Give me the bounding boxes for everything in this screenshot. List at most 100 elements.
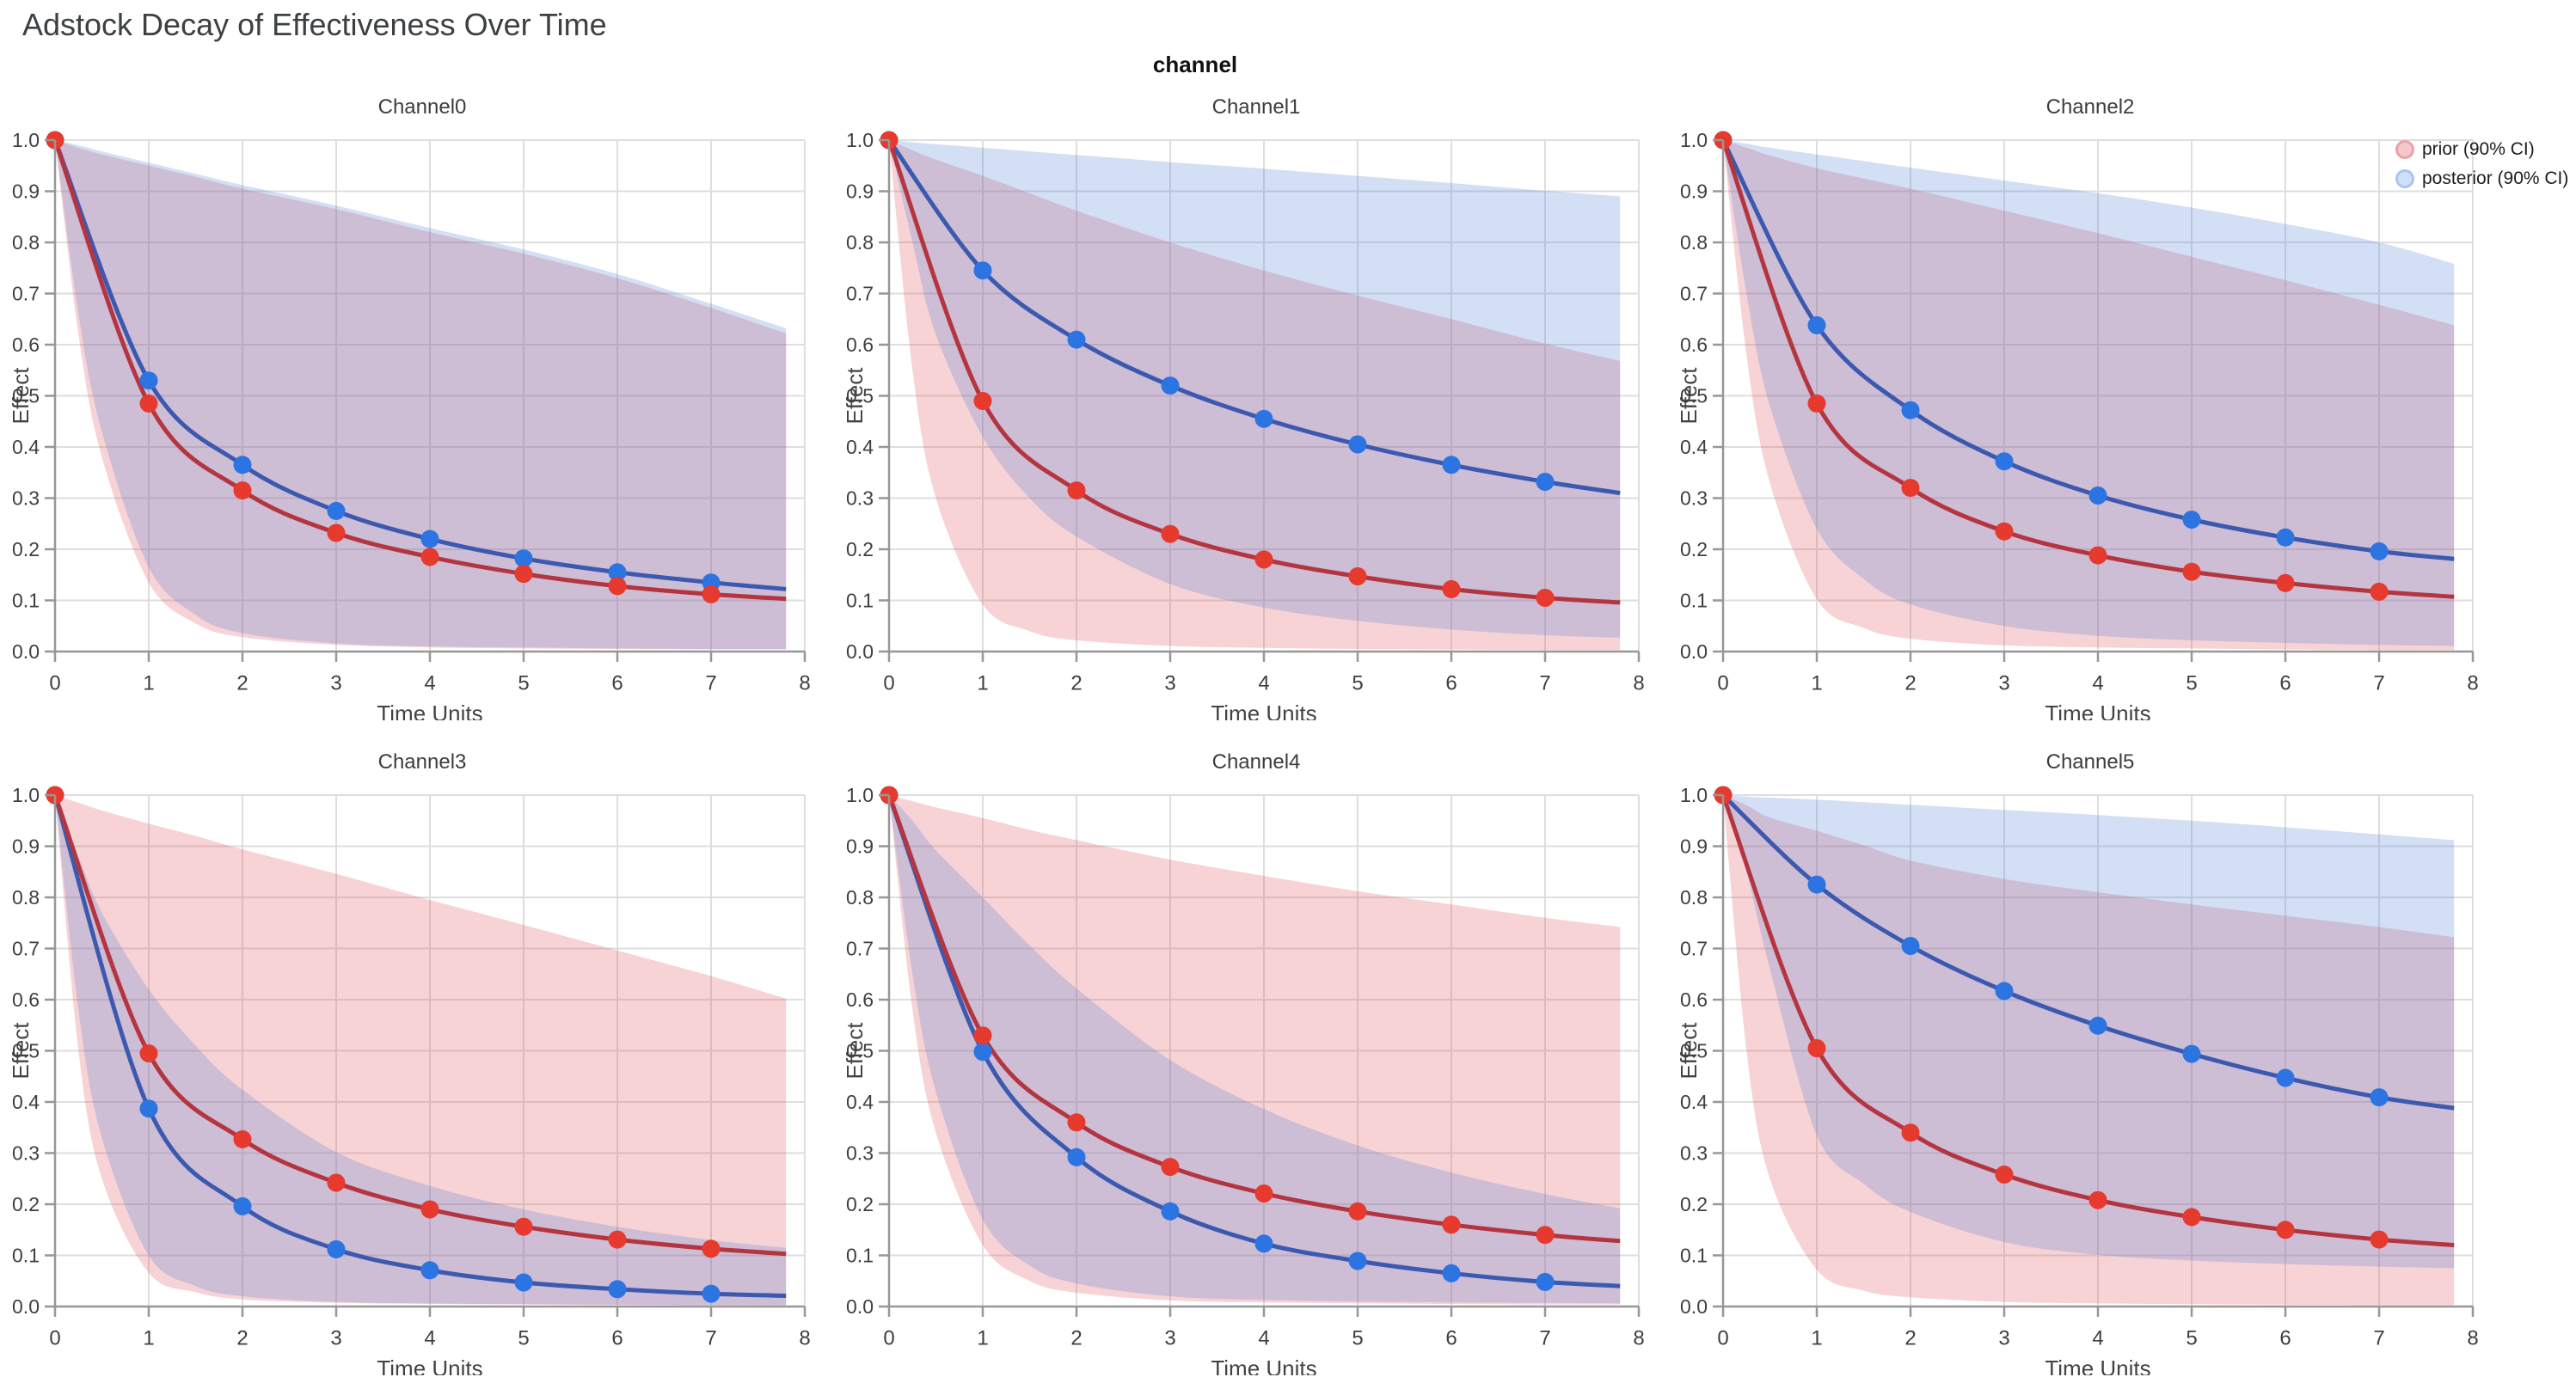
x-tick-label: 3 bbox=[1998, 1327, 2009, 1350]
y-tick-label: 0.4 bbox=[12, 436, 40, 458]
x-tick-label: 0 bbox=[883, 1327, 894, 1350]
y-tick-label: 0.9 bbox=[846, 835, 874, 858]
posterior-point bbox=[2370, 1088, 2389, 1107]
y-tick-label: 0.7 bbox=[846, 938, 874, 960]
prior-point bbox=[514, 565, 533, 584]
posterior-point bbox=[514, 549, 533, 568]
x-tick-label: 3 bbox=[330, 1327, 341, 1350]
posterior-point bbox=[1807, 875, 1826, 894]
posterior-point bbox=[1901, 401, 1920, 419]
y-tick-label: 0.0 bbox=[846, 1295, 874, 1318]
y-tick-label: 1.0 bbox=[12, 784, 40, 806]
posterior-point bbox=[1067, 330, 1086, 349]
posterior-ci-band bbox=[889, 140, 1621, 638]
prior-point bbox=[420, 1200, 439, 1219]
prior-ci-band bbox=[889, 140, 1621, 651]
axes: 0.0 0.1 0.2 0.3 0.4 0.5 0.6 0.7 0.8 0.9 1.0 0 1 2 3 4 5 6… bbox=[1676, 784, 2479, 1375]
y-tick-label: 0.4 bbox=[12, 1091, 40, 1113]
posterior-ci-band bbox=[55, 140, 787, 650]
x-tick-label: 4 bbox=[1258, 1327, 1269, 1350]
y-tick-label: 0.4 bbox=[846, 1091, 874, 1113]
y-tick-label: 0.0 bbox=[1680, 1295, 1708, 1318]
x-tick-label: 4 bbox=[2092, 1327, 2103, 1350]
y-tick-label: 0.1 bbox=[846, 590, 874, 612]
posterior-point bbox=[139, 1099, 158, 1118]
prior-point bbox=[1807, 1039, 1826, 1057]
posterior-point bbox=[1807, 315, 1826, 334]
subplot-title: Channel2 bbox=[2045, 95, 2135, 119]
x-tick-label: 3 bbox=[1164, 672, 1175, 695]
x-tick-label: 3 bbox=[330, 672, 341, 695]
posterior-point bbox=[2088, 487, 2107, 505]
x-tick-label: 6 bbox=[2279, 672, 2291, 695]
x-tick-label: 1 bbox=[977, 672, 988, 695]
x-tick-label: 6 bbox=[2279, 1327, 2291, 1350]
x-axis-title: Time Units bbox=[377, 701, 482, 720]
x-axis-title: Time Units bbox=[377, 1356, 482, 1375]
y-axis-title: Effect bbox=[842, 1022, 868, 1080]
ci-bands bbox=[1723, 140, 2455, 651]
prior-point bbox=[327, 523, 346, 542]
posterior-point bbox=[1442, 1264, 1461, 1282]
y-tick-label: 0.8 bbox=[12, 886, 40, 909]
y-tick-label: 0.6 bbox=[846, 988, 874, 1011]
y-tick-label: 0.3 bbox=[846, 1142, 874, 1165]
posterior-point bbox=[1254, 409, 1273, 428]
markers bbox=[1714, 131, 2389, 601]
subplot-channel2: Channel2 0.0 0.1 0.2 0.3 0.4 0.5 0.6 0.7 0.8 0.9 1… bbox=[1673, 95, 2507, 721]
x-tick-label: 1 bbox=[143, 1327, 154, 1350]
x-tick-label: 6 bbox=[1445, 1327, 1457, 1350]
posterior-point bbox=[327, 1239, 346, 1258]
prior-point bbox=[233, 481, 252, 500]
x-tick-label: 7 bbox=[2373, 1327, 2384, 1350]
posterior-point bbox=[973, 261, 992, 280]
y-tick-label: 1.0 bbox=[846, 784, 874, 806]
x-tick-label: 3 bbox=[1998, 672, 2009, 695]
posterior-point bbox=[2276, 528, 2295, 547]
x-tick-label: 4 bbox=[2092, 672, 2103, 695]
ci-bands bbox=[55, 795, 787, 1306]
y-tick-label: 0.5 bbox=[1680, 385, 1708, 407]
posterior-point bbox=[1536, 473, 1555, 491]
legend-label-posterior: posterior (90% CI) bbox=[2422, 168, 2569, 188]
subplot-title: Channel0 bbox=[377, 95, 467, 119]
x-tick-label: 8 bbox=[1633, 1327, 1644, 1350]
x-tick-label: 6 bbox=[1445, 672, 1457, 695]
posterior-point bbox=[1161, 376, 1180, 395]
x-axis-title: Time Units bbox=[1211, 701, 1316, 720]
y-tick-label: 0.6 bbox=[12, 334, 40, 356]
posterior-point bbox=[420, 529, 439, 548]
gridlines bbox=[889, 794, 1640, 1307]
posterior-point bbox=[2182, 511, 2201, 529]
x-tick-label: 1 bbox=[977, 1327, 988, 1350]
posterior-point bbox=[1067, 1148, 1086, 1166]
y-tick-label: 0.5 bbox=[12, 385, 40, 407]
posterior-point bbox=[327, 501, 346, 520]
prior-point bbox=[139, 1044, 158, 1062]
y-tick-label: 0.2 bbox=[1680, 1193, 1708, 1215]
prior-point bbox=[2182, 562, 2201, 581]
x-tick-label: 1 bbox=[1811, 1327, 1822, 1350]
prior-point bbox=[1254, 1184, 1273, 1203]
y-tick-label: 0.2 bbox=[846, 538, 874, 560]
posterior-swatch-icon bbox=[2395, 169, 2414, 188]
markers bbox=[46, 786, 721, 1303]
y-tick-label: 0.5 bbox=[1680, 1040, 1708, 1062]
y-tick-label: 0.2 bbox=[1680, 538, 1708, 560]
y-tick-label: 0.4 bbox=[846, 436, 874, 458]
posterior-point bbox=[1348, 1252, 1367, 1270]
ci-bands bbox=[889, 795, 1621, 1305]
y-tick-label: 0.7 bbox=[846, 283, 874, 305]
prior-point bbox=[420, 548, 439, 566]
prior-point bbox=[1442, 1215, 1461, 1234]
x-tick-label: 4 bbox=[424, 1327, 435, 1350]
posterior-point bbox=[1254, 1234, 1273, 1253]
x-tick-label: 8 bbox=[799, 672, 810, 695]
x-tick-label: 5 bbox=[2186, 1327, 2197, 1350]
y-tick-label: 0.2 bbox=[12, 538, 40, 560]
y-tick-label: 1.0 bbox=[12, 129, 40, 151]
prior-point bbox=[514, 1217, 533, 1236]
prior-point bbox=[1067, 1113, 1086, 1132]
prior-ci-band bbox=[55, 140, 787, 650]
posterior-point bbox=[233, 1196, 252, 1215]
